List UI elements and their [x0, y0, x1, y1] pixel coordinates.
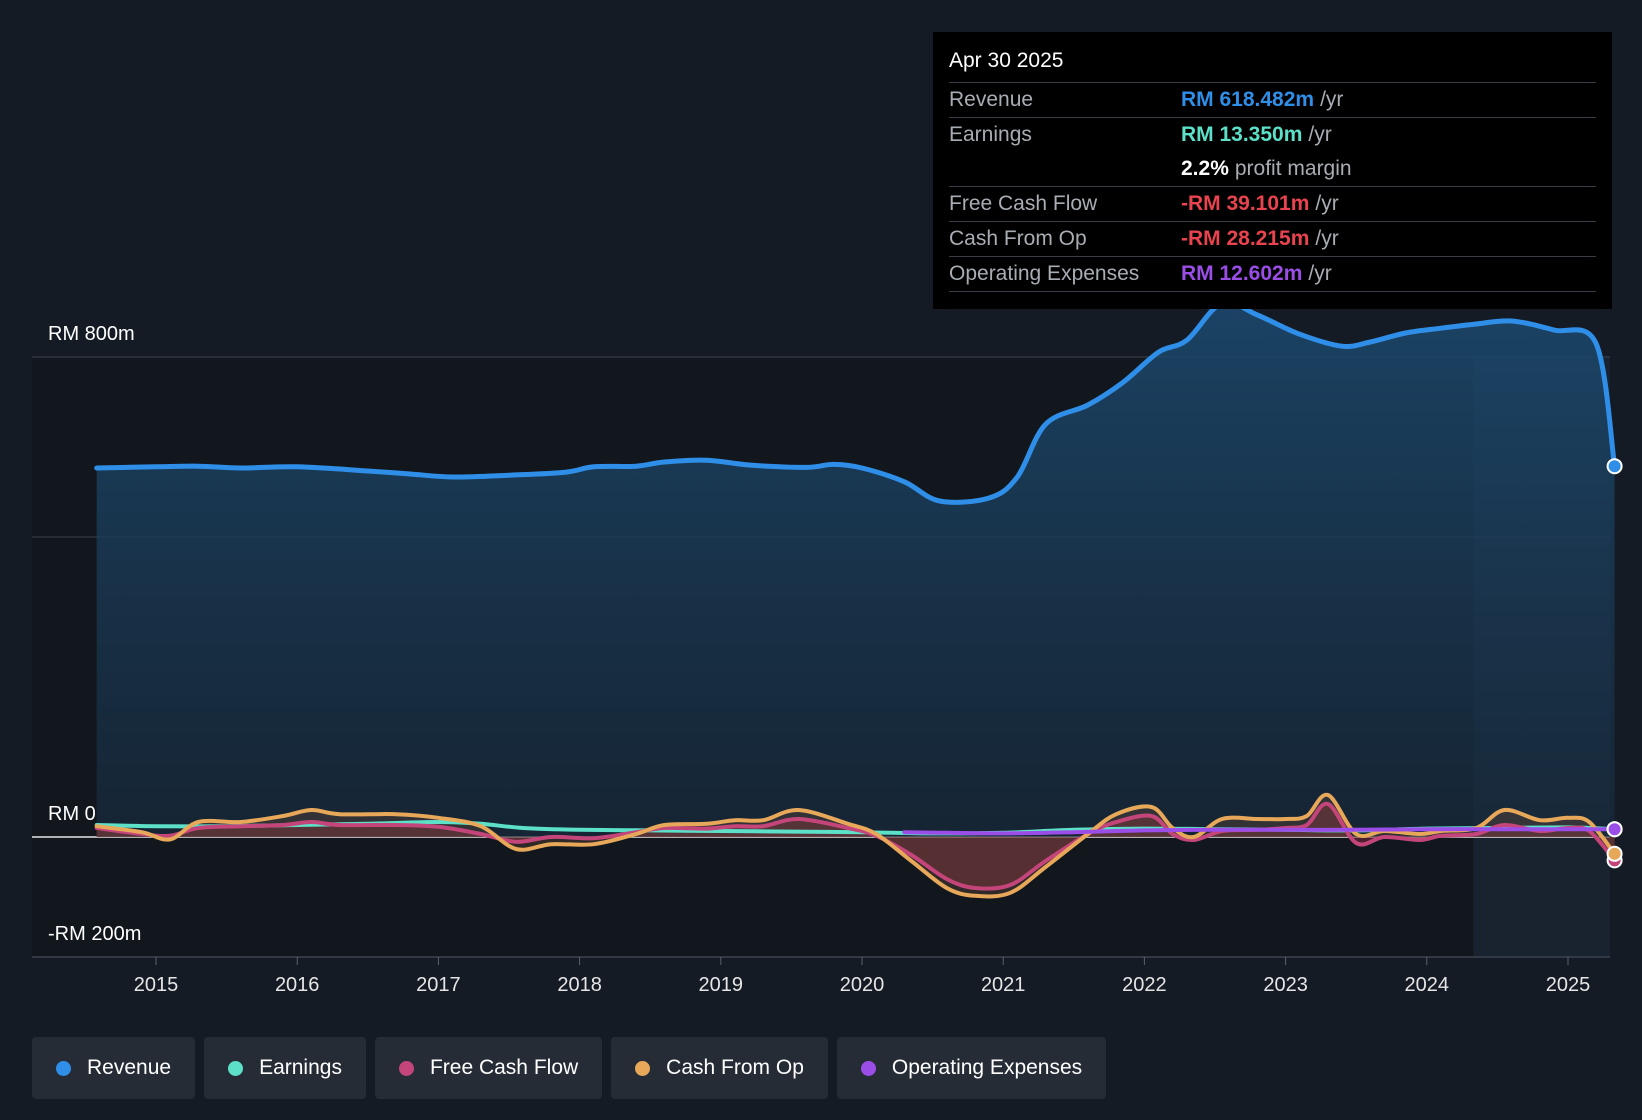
x-tick-label: 2025 [1546, 974, 1591, 996]
operating-expenses-dot-icon [860, 1060, 876, 1076]
legend-label: Operating Expenses [891, 1056, 1083, 1079]
legend-item-earnings[interactable]: Earnings [204, 1037, 366, 1099]
y-axis-label-zero: RM 0 [48, 803, 96, 825]
tooltip-value: -RM 28.215m [1181, 227, 1310, 250]
tooltip-panel: Apr 30 2025 Revenue RM 618.482m /yr Earn… [933, 32, 1612, 309]
legend-item-operating-expenses[interactable]: Operating Expenses [836, 1037, 1107, 1099]
x-tick-label: 2021 [981, 974, 1026, 996]
revenue-dot-icon [56, 1060, 71, 1076]
legend-label: Revenue [87, 1056, 172, 1079]
tooltip-unit: /yr [1320, 88, 1344, 111]
tooltip-row-operating-expenses: Operating Expenses RM 12.602m /yr [949, 257, 1596, 292]
legend-item-revenue[interactable]: Revenue [32, 1037, 196, 1099]
revenue-line [94, 299, 1618, 505]
tooltip-label: Earnings [949, 123, 1032, 146]
x-tick-label: 2023 [1263, 974, 1308, 996]
x-tick-label: 2020 [840, 974, 885, 996]
tooltip-label [949, 152, 1181, 186]
tooltip-label: Free Cash Flow [949, 192, 1098, 215]
tooltip-row-revenue: Revenue RM 618.482m /yr [949, 83, 1596, 118]
revenue-endpoint [1606, 458, 1623, 475]
fcf-line [94, 801, 1617, 891]
legend-item-cash-from-op[interactable]: Cash From Op [611, 1037, 828, 1099]
tooltip-unit: /yr [1308, 262, 1332, 285]
x-tick-label: 2024 [1405, 974, 1450, 996]
legend-label: Cash From Op [666, 1056, 804, 1079]
earnings-dot-icon [228, 1060, 244, 1076]
tooltip-label: Cash From Op [949, 227, 1087, 250]
revenue-area [96, 302, 1615, 837]
opex-line [902, 827, 1617, 836]
tooltip-row-profit-margin: 2.2% profit margin [949, 152, 1596, 187]
free-cash-flow-dot-icon [398, 1060, 414, 1076]
tooltip-value: RM 618.482m [1181, 88, 1315, 111]
legend: Revenue Earnings Free Cash Flow Cash Fro… [32, 1037, 1107, 1099]
tooltip-unit: /yr [1315, 227, 1339, 250]
legend-label: Earnings [259, 1056, 342, 1079]
tooltip-label: Revenue [949, 88, 1034, 111]
opex-endpoint [1606, 821, 1623, 838]
tooltip-unit: profit margin [1234, 157, 1352, 180]
chart: 2015 2016 2017 2018 2019 2020 2021 2022 2023 2024… [32, 299, 1623, 996]
tooltip-row-free-cash-flow: Free Cash Flow -RM 39.101m /yr [949, 187, 1596, 222]
tooltip-row-earnings: Earnings RM 13.350m /yr [949, 118, 1596, 152]
tooltip-row-cash-from-op: Cash From Op -RM 28.215m /yr [949, 222, 1596, 257]
x-tick-label: 2016 [275, 974, 320, 996]
legend-item-free-cash-flow[interactable]: Free Cash Flow [374, 1037, 603, 1099]
tooltip-value: RM 12.602m [1181, 262, 1303, 285]
x-tick-label: 2019 [699, 974, 744, 996]
x-tick-label: 2018 [557, 974, 602, 996]
tooltip-date: Apr 30 2025 [949, 46, 1596, 83]
y-axis-label-bottom: -RM 200m [48, 923, 141, 945]
tooltip-label: Operating Expenses [949, 262, 1140, 285]
x-tick-label: 2022 [1122, 974, 1167, 996]
tooltip-unit: /yr [1308, 123, 1332, 146]
tooltip-value: RM 13.350m [1181, 123, 1303, 146]
tooltip-unit: /yr [1315, 192, 1339, 215]
cfo-endpoint [1606, 845, 1623, 862]
y-axis-label-top: RM 800m [48, 323, 135, 345]
cash-from-op-dot-icon [635, 1060, 651, 1076]
tooltip-value: 2.2% [1181, 157, 1229, 180]
cfo-area [96, 794, 1615, 897]
cfo-line [94, 792, 1617, 899]
tooltip-value: -RM 39.101m [1181, 192, 1310, 215]
x-tick-label: 2015 [134, 974, 179, 996]
x-tick-label: 2017 [416, 974, 461, 996]
legend-label: Free Cash Flow [429, 1056, 579, 1079]
